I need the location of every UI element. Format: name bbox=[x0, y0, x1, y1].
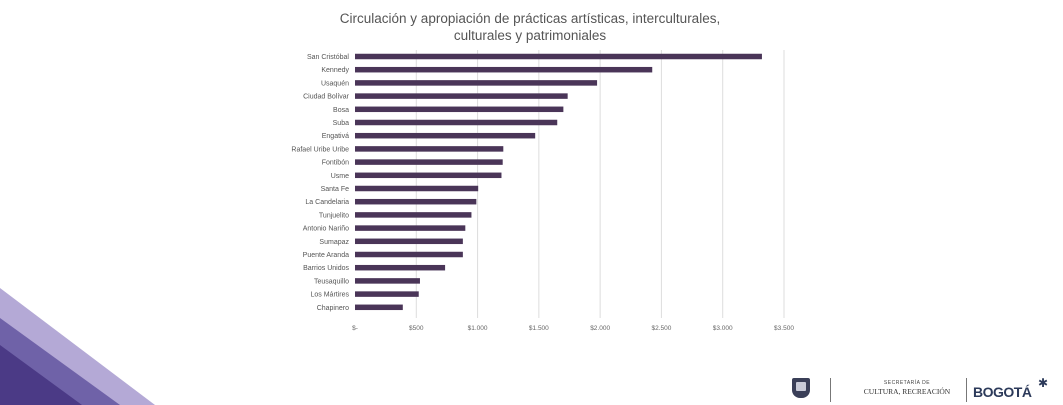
category-label: La Candelaria bbox=[305, 199, 349, 206]
bar bbox=[355, 66, 653, 73]
category-label: Antonio Nariño bbox=[303, 226, 349, 233]
chart-title-line-2: culturales y patrimoniales bbox=[453, 28, 607, 43]
footer-logos: SECRETARÍA DE CULTURA, RECREACIÓN BOGOTÁ… bbox=[790, 376, 1063, 405]
category-label: Bosa bbox=[333, 107, 349, 114]
category-label: Santa Fe bbox=[321, 186, 350, 193]
bar bbox=[355, 198, 477, 205]
x-tick-label: $2.000 bbox=[590, 325, 610, 332]
corner-triangle-dark bbox=[0, 345, 82, 405]
category-label: Ciudad Bolívar bbox=[303, 94, 350, 101]
footer-separator bbox=[966, 378, 967, 402]
footer-separator bbox=[830, 378, 831, 402]
bar bbox=[355, 93, 568, 99]
bar bbox=[355, 132, 536, 139]
x-tick-label: $3.500 bbox=[774, 325, 794, 332]
category-label: Los Mártires bbox=[310, 292, 349, 299]
bar bbox=[355, 53, 762, 60]
bar bbox=[355, 146, 504, 152]
category-label: San Cristóbal bbox=[307, 54, 349, 61]
category-label: Usaquén bbox=[321, 80, 349, 87]
category-label: Fontibón bbox=[322, 160, 349, 167]
bar bbox=[355, 264, 446, 271]
bar bbox=[355, 80, 598, 86]
bar bbox=[355, 251, 463, 258]
category-label: Teusaquillo bbox=[314, 278, 349, 285]
chart-title: Circulación y apropiación de prácticas a… bbox=[250, 10, 810, 44]
bar bbox=[355, 291, 419, 297]
x-tick-label: $- bbox=[352, 325, 358, 332]
bar bbox=[355, 106, 564, 113]
bar bbox=[355, 212, 472, 218]
bar bbox=[355, 278, 420, 284]
x-tick-label: $1.000 bbox=[468, 325, 488, 332]
category-label: Engativá bbox=[322, 133, 349, 140]
category-label: Usme bbox=[331, 173, 349, 180]
x-tick-label: $1.500 bbox=[529, 325, 549, 332]
secretaria-label: CULTURA, RECREACIÓN bbox=[863, 387, 951, 396]
bar bbox=[355, 159, 503, 165]
x-tick-label: $3.000 bbox=[713, 325, 733, 332]
bar bbox=[355, 304, 403, 311]
star-icon: ✱ bbox=[1038, 376, 1049, 390]
category-label: Suba bbox=[333, 120, 349, 127]
bar bbox=[355, 172, 502, 179]
x-tick-label: $2.500 bbox=[651, 325, 671, 332]
category-label: Barrios Unidos bbox=[303, 265, 349, 272]
category-label: Kennedy bbox=[321, 67, 349, 74]
category-label: Puente Aranda bbox=[303, 252, 349, 259]
chart-title-line-1: Circulación y apropiación de prácticas a… bbox=[339, 11, 721, 26]
category-label: Tunjuelito bbox=[319, 212, 349, 219]
category-label: Chapinero bbox=[317, 305, 349, 312]
secretaria-small-label: SECRETARÍA DE bbox=[883, 380, 931, 386]
x-tick-label: $500 bbox=[409, 325, 424, 332]
bar bbox=[355, 119, 558, 126]
bar bbox=[355, 238, 463, 245]
category-label: Sumapaz bbox=[319, 239, 349, 246]
bar bbox=[355, 225, 466, 231]
bogota-logo-text: BOGOTÁ bbox=[973, 384, 1032, 400]
category-label: Rafael Uribe Uribe bbox=[291, 146, 349, 153]
bar bbox=[355, 185, 479, 192]
coat-of-arms-icon bbox=[792, 378, 810, 398]
